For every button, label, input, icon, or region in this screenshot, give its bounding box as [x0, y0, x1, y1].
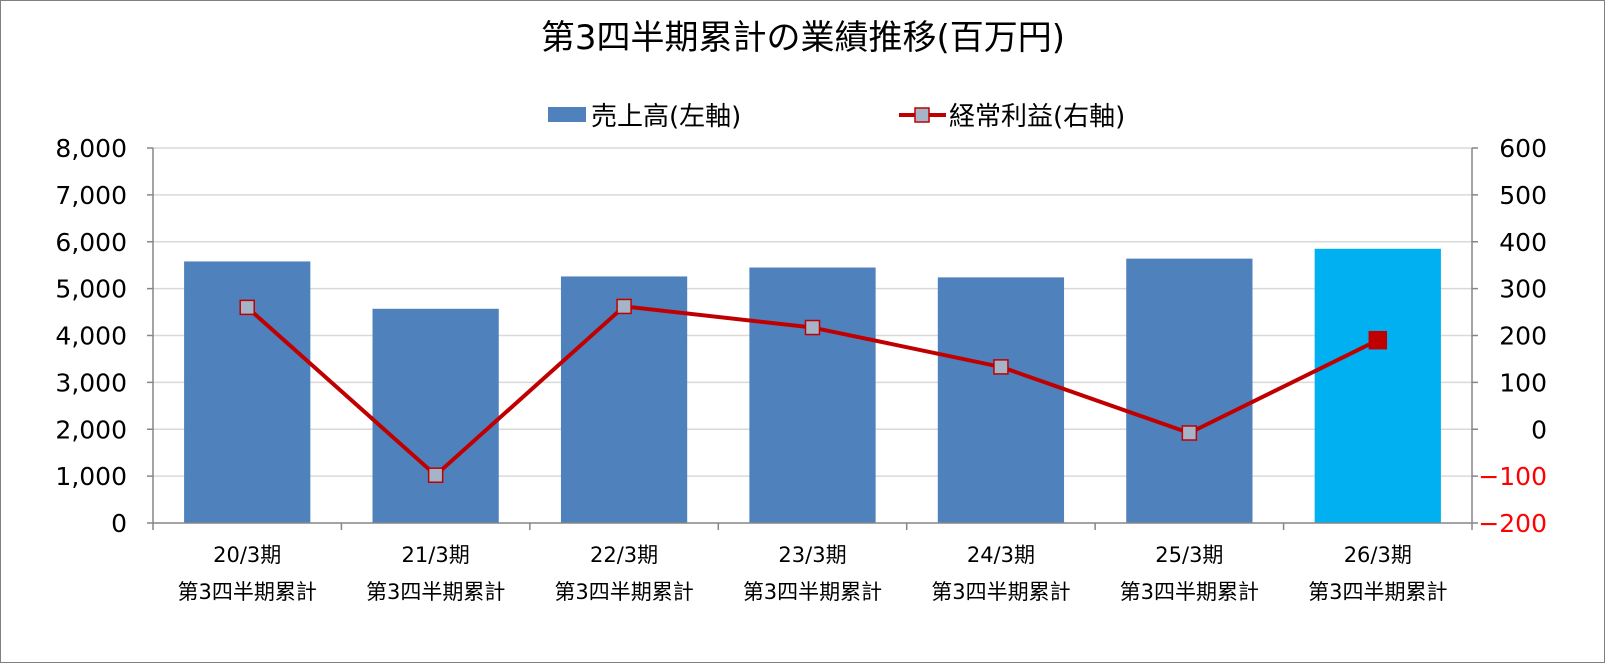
bar — [1314, 248, 1441, 523]
profit-marker — [1181, 425, 1198, 441]
left-tick-label: 0 — [111, 509, 127, 538]
left-tick-label: 3,000 — [55, 368, 127, 397]
category-label-period: 26/3期 — [1344, 543, 1412, 567]
right-tick-label: 100 — [1499, 368, 1547, 397]
left-tick-label: 5,000 — [55, 275, 127, 304]
right-tick-label: 600 — [1499, 134, 1547, 163]
category-label-quarter: 第3四半期累計 — [554, 580, 693, 604]
bar — [372, 308, 499, 523]
category-label-quarter: 第3四半期累計 — [366, 580, 505, 604]
axes — [147, 147, 1478, 530]
legend-swatch-sales — [548, 107, 586, 122]
right-tick-label: 400 — [1499, 228, 1547, 257]
left-tick-label: 4,000 — [55, 322, 127, 351]
bars — [184, 248, 1441, 523]
right-tick-label: −100 — [1478, 462, 1547, 491]
right-tick-label: 0 — [1531, 415, 1547, 444]
left-tick-label: 1,000 — [55, 462, 127, 491]
category-label-period: 23/3期 — [778, 543, 846, 567]
legend-label-sales: 売上高(左軸) — [591, 102, 741, 132]
profit-marker — [616, 298, 632, 315]
category-label-quarter: 第3四半期累計 — [743, 580, 882, 604]
left-tick-label: 2,000 — [55, 415, 127, 444]
category-label-period: 20/3期 — [213, 543, 281, 567]
legend-marker-profit — [914, 107, 930, 123]
chart-title: 第3四半期累計の業績推移(百万円) — [541, 18, 1065, 58]
profit-marker — [1368, 330, 1388, 350]
category-label-period: 22/3期 — [590, 543, 658, 567]
bar — [749, 267, 876, 523]
right-tick-label: 200 — [1499, 322, 1547, 351]
legend: 売上高(左軸) 経常利益(右軸) — [548, 102, 1125, 132]
legend-label-profit: 経常利益(右軸) — [949, 102, 1125, 132]
category-label-quarter: 第3四半期累計 — [1308, 580, 1447, 604]
bar — [560, 276, 688, 523]
left-tick-label: 7,000 — [55, 181, 127, 210]
profit-marker — [804, 319, 821, 336]
profit-marker — [993, 359, 1009, 375]
left-tick-label: 6,000 — [55, 228, 127, 257]
left-axis-ticks: 0 1,000 2,000 3,000 4,000 5,000 6,000 7,000 8,00… — [55, 134, 127, 538]
left-tick-label: 8,000 — [55, 134, 127, 163]
category-label-quarter: 第3四半期累計 — [178, 580, 317, 604]
profit-marker — [427, 467, 444, 483]
profit-marker — [239, 299, 255, 316]
right-tick-label: 300 — [1499, 275, 1547, 304]
right-tick-label: −200 — [1478, 509, 1547, 538]
category-label-quarter: 第3四半期累計 — [1120, 580, 1259, 604]
category-label-period: 24/3期 — [967, 543, 1035, 567]
right-axis-ticks: −200 −100 0 100 200 300 400 500 600 — [1478, 134, 1547, 538]
line-layer — [239, 298, 1388, 483]
category-label-period: 21/3期 — [402, 543, 470, 567]
bar — [1126, 258, 1253, 523]
right-tick-label: 500 — [1499, 181, 1547, 210]
category-label-quarter: 第3四半期累計 — [931, 580, 1070, 604]
category-label-period: 25/3期 — [1155, 543, 1223, 567]
bar — [937, 277, 1065, 523]
